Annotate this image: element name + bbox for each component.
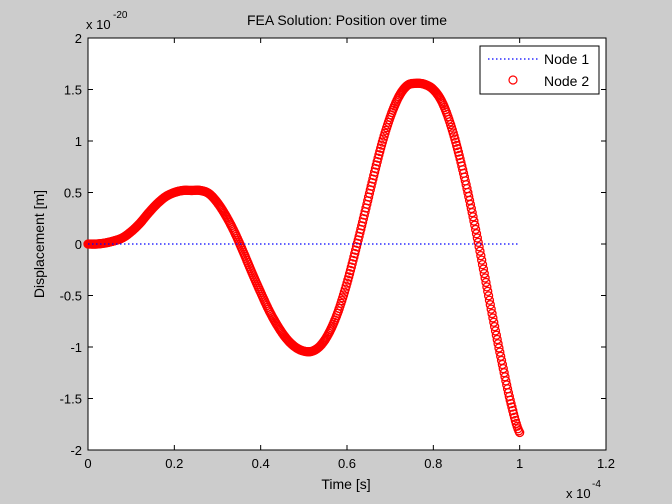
node2-marker (494, 343, 504, 353)
axis-ticks: 0 0.2 0.4 0.6 0.8 1 1.2 -2 -1.5 -1 -0.5 0 0.5 1 1.5 2 (60, 31, 615, 471)
y-tick-label: -1 (70, 340, 82, 355)
node2-marker (352, 238, 363, 248)
x-tick-label: 1 (516, 456, 523, 471)
y-tick-label: 1 (75, 134, 82, 149)
legend-node1-label: Node 1 (544, 51, 589, 67)
x-exponent-label: x 10 (566, 486, 591, 501)
node2-marker (353, 235, 363, 245)
node2-marker (490, 326, 501, 336)
y-tick-label: 0 (75, 237, 82, 252)
node2-marker (369, 167, 380, 177)
node2-marker (493, 339, 503, 349)
node2-marker (492, 334, 502, 345)
y-tick-label: 1.5 (64, 83, 82, 98)
node2-marker (508, 405, 518, 416)
node2-marker (480, 273, 490, 283)
node2-marker (485, 300, 495, 310)
node2-marker (470, 224, 481, 235)
legend-node2-label: Node 2 (544, 73, 589, 89)
node2-marker (475, 246, 485, 256)
node2-marker (354, 231, 364, 242)
x-tick-label: 1.2 (597, 456, 615, 471)
legend-node2-marker (508, 75, 518, 85)
node2-marker (467, 207, 477, 218)
y-tick-label: -1.5 (60, 392, 82, 407)
legend: Node 1 Node 2 (479, 45, 600, 95)
node2-marker (469, 216, 479, 226)
plot-area (87, 37, 607, 451)
node2-marker (481, 277, 491, 288)
y-tick-label: -0.5 (60, 289, 82, 304)
node2-marker (478, 264, 489, 274)
node2-marker (483, 286, 493, 296)
series-node2 (83, 78, 525, 438)
node2-marker (367, 177, 377, 188)
node2-marker (486, 304, 496, 314)
node2-marker (368, 174, 378, 184)
node2-marker (515, 427, 525, 438)
node2-marker (479, 268, 489, 279)
node2-marker (489, 317, 499, 327)
y-axis-label: Displacement [m] (31, 190, 47, 298)
node2-marker (473, 237, 483, 248)
legend-box (479, 45, 600, 95)
node2-marker (491, 330, 502, 340)
x-tick-label: 0.8 (424, 456, 442, 471)
chart-title: FEA Solution: Position over time (247, 12, 447, 28)
y-exponent-power: -20 (113, 10, 128, 21)
x-tick-label: 0 (84, 456, 91, 471)
node2-marker (505, 395, 515, 405)
node2-marker (454, 150, 464, 161)
node2-marker (482, 282, 492, 292)
series-layer (83, 78, 525, 438)
node2-marker (507, 402, 517, 412)
node2-marker (483, 291, 494, 301)
y-exponent-label: x 10 (86, 17, 111, 32)
x-exponent-power: -4 (592, 479, 601, 490)
node2-marker (477, 259, 488, 270)
node2-marker (489, 321, 500, 332)
node2-marker (476, 250, 486, 261)
node2-marker (477, 255, 487, 265)
x-tick-label: 0.2 (165, 456, 183, 471)
node2-marker (371, 160, 382, 170)
x-axis-label: Time [s] (321, 476, 370, 492)
x-tick-label: 0.4 (252, 456, 270, 471)
node2-marker (370, 163, 381, 174)
node2-marker (487, 308, 497, 319)
node2-marker (372, 156, 382, 167)
y-tick-label: 0.5 (64, 186, 82, 201)
node2-marker (484, 295, 495, 305)
x-tick-label: 0.6 (338, 456, 356, 471)
node2-marker (474, 242, 484, 252)
node2-marker (471, 229, 482, 239)
node2-marker (488, 313, 498, 323)
node2-marker (369, 170, 379, 181)
node2-marker (468, 212, 478, 222)
y-tick-label: 2 (75, 31, 82, 46)
node2-marker (351, 242, 362, 252)
node2-marker (470, 220, 480, 230)
node2-marker (472, 233, 483, 243)
y-tick-label: -2 (70, 443, 82, 458)
